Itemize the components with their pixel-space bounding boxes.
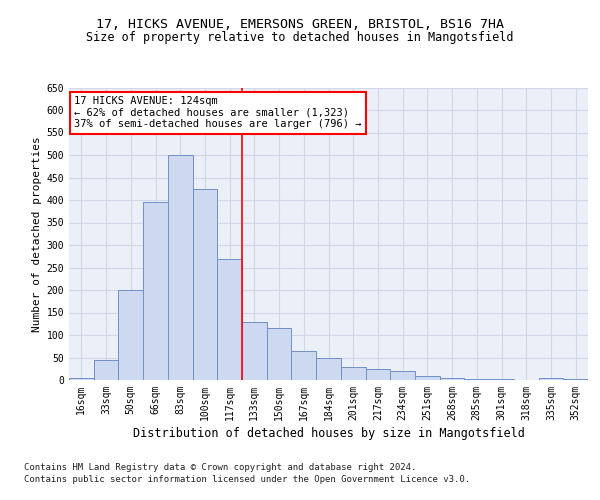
Bar (464, 379, 489, 380)
Bar (193, 188, 217, 380)
Bar (267, 328, 292, 380)
Bar (316, 358, 341, 380)
Y-axis label: Number of detached properties: Number of detached properties (32, 136, 43, 332)
Bar (69, 378, 94, 380)
Bar (168, 155, 193, 380)
Bar (489, 379, 514, 380)
X-axis label: Distribution of detached houses by size in Mangotsfield: Distribution of detached houses by size … (133, 427, 524, 440)
Text: 17, HICKS AVENUE, EMERSONS GREEN, BRISTOL, BS16 7HA: 17, HICKS AVENUE, EMERSONS GREEN, BRISTO… (96, 18, 504, 30)
Bar (415, 376, 440, 380)
Bar (292, 351, 316, 380)
Bar (440, 378, 464, 380)
Bar (118, 290, 143, 380)
Bar (94, 360, 118, 380)
Text: Contains HM Land Registry data © Crown copyright and database right 2024.: Contains HM Land Registry data © Crown c… (24, 462, 416, 471)
Bar (539, 378, 563, 380)
Bar (143, 202, 168, 380)
Bar (217, 258, 242, 380)
Text: Contains public sector information licensed under the Open Government Licence v3: Contains public sector information licen… (24, 475, 470, 484)
Bar (341, 368, 365, 380)
Text: 17 HICKS AVENUE: 124sqm
← 62% of detached houses are smaller (1,323)
37% of semi: 17 HICKS AVENUE: 124sqm ← 62% of detache… (74, 96, 362, 130)
Bar (365, 369, 390, 380)
Bar (390, 371, 415, 380)
Text: Size of property relative to detached houses in Mangotsfield: Size of property relative to detached ho… (86, 32, 514, 44)
Bar (242, 322, 267, 380)
Bar (563, 379, 588, 380)
